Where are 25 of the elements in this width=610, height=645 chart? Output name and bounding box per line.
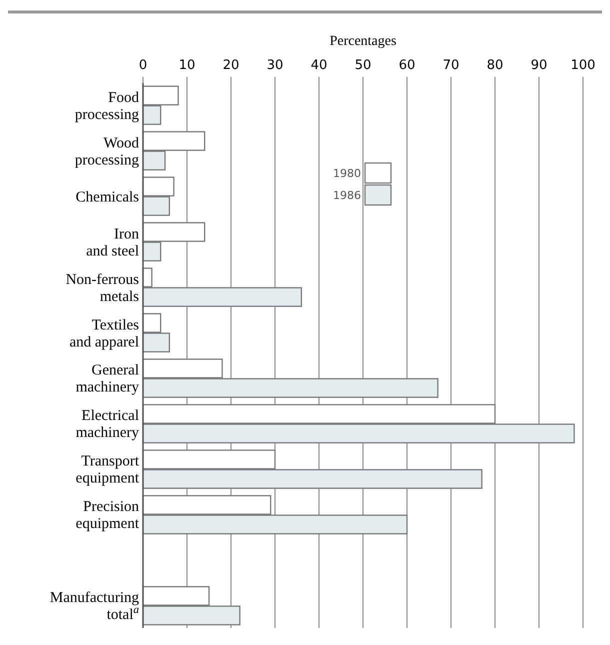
x-tick-label: 40	[310, 58, 328, 73]
x-tick-label: 60	[398, 58, 416, 73]
y-tick-label: Chemicals	[76, 189, 140, 206]
x-tick-label: 30	[266, 58, 284, 73]
y-tick-label: Non-ferrous metals	[66, 272, 140, 305]
legend-label: 1986	[333, 189, 361, 202]
y-tick-label: Electrical machinery	[76, 408, 140, 442]
legend-label: 1980	[333, 167, 361, 180]
y-tick-label: Iron and steel	[86, 226, 140, 260]
x-tick-label: 80	[486, 58, 504, 73]
y-tick-label: Transport equipment	[76, 454, 140, 487]
x-tick-label: 90	[530, 58, 548, 73]
x-axis-title: Percentages	[330, 34, 396, 49]
y-tick-label: Manufacturing total$^{a}$	[50, 590, 140, 624]
x-tick-label: 100	[570, 58, 596, 73]
x-tick-label: 20	[222, 58, 240, 73]
x-tick-label: 0	[138, 58, 148, 73]
x-tick-label: 10	[178, 58, 196, 73]
x-tick-label: 70	[442, 58, 460, 73]
y-tick-label: General machinery	[76, 362, 140, 396]
y-tick-label: Wood processing	[74, 135, 140, 168]
x-tick-label: 50	[354, 58, 372, 73]
y-tick-label: Food processing	[74, 90, 140, 123]
y-tick-label: Textiles and apparel	[69, 317, 140, 350]
y-tick-label: Precision equipment	[76, 499, 140, 532]
